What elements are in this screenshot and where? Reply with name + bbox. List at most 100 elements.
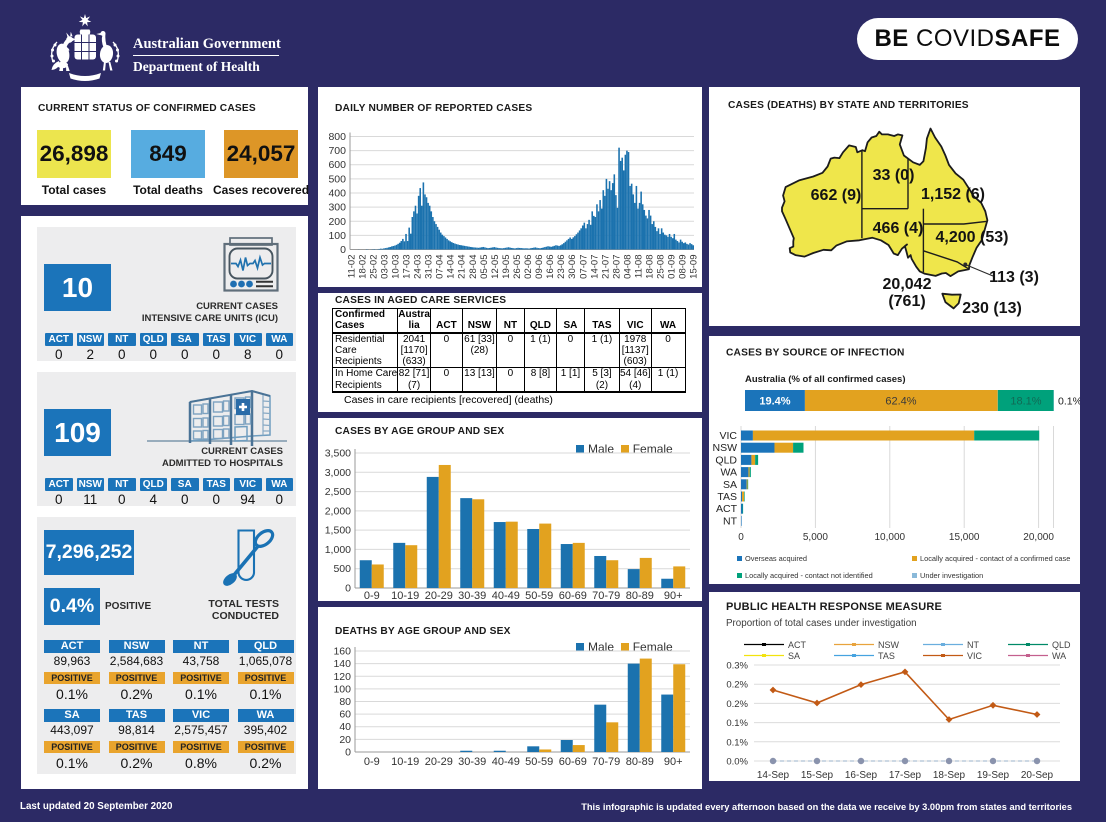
svg-text:WA: WA [720, 467, 737, 479]
svg-text:Locally acquired - contact not: Locally acquired - contact not identifie… [745, 571, 873, 580]
svg-text:100: 100 [333, 683, 351, 695]
svg-text:5,000: 5,000 [803, 532, 828, 543]
svg-text:Australia (% of all confirmed: Australia (% of all confirmed cases) [745, 374, 906, 385]
svg-text:40-49: 40-49 [492, 590, 520, 601]
svg-text:QLD: QLD [1052, 640, 1071, 650]
svg-text:120: 120 [333, 671, 351, 683]
svg-text:19-Sep: 19-Sep [977, 770, 1010, 781]
svg-text:28-04: 28-04 [468, 255, 479, 279]
svg-text:18-Sep: 18-Sep [933, 770, 966, 781]
svg-text:16-06: 16-06 [545, 255, 556, 279]
svg-text:Under investigation: Under investigation [920, 571, 983, 580]
svg-text:03-03: 03-03 [379, 255, 390, 279]
svg-text:62.4%: 62.4% [885, 396, 916, 408]
svg-text:2,500: 2,500 [325, 486, 351, 498]
svg-text:CASES BY SOURCE OF INFECTION: CASES BY SOURCE OF INFECTION [726, 348, 905, 359]
svg-text:15-09: 15-09 [689, 255, 700, 279]
svg-text:31-03: 31-03 [424, 255, 435, 279]
svg-text:SA: SA [788, 651, 800, 661]
svg-text:20-29: 20-29 [425, 756, 453, 768]
svg-text:160: 160 [333, 646, 351, 658]
svg-text:90+: 90+ [664, 756, 683, 768]
svg-text:3,500: 3,500 [325, 448, 351, 460]
svg-text:80-89: 80-89 [626, 756, 654, 768]
svg-text:1,152 (6): 1,152 (6) [921, 186, 985, 203]
svg-text:0.0%: 0.0% [726, 757, 748, 768]
svg-text:ACT: ACT [716, 503, 738, 515]
svg-text:0: 0 [345, 583, 351, 595]
svg-text:19-05: 19-05 [501, 255, 512, 279]
svg-text:07-07: 07-07 [578, 255, 589, 279]
svg-text:40: 40 [339, 721, 351, 733]
svg-text:0-9: 0-9 [364, 756, 380, 768]
svg-text:0.2%: 0.2% [726, 699, 748, 710]
svg-text:08-09: 08-09 [678, 255, 689, 279]
svg-text:NT: NT [967, 640, 979, 650]
svg-text:25-08: 25-08 [656, 255, 667, 279]
svg-text:(761): (761) [888, 293, 925, 310]
svg-text:VIC: VIC [967, 651, 983, 661]
svg-text:113 (3): 113 (3) [989, 269, 1039, 286]
svg-text:10,000: 10,000 [875, 532, 906, 543]
svg-text:0.1%: 0.1% [1058, 396, 1080, 408]
svg-text:21-04: 21-04 [457, 255, 468, 279]
svg-text:23-06: 23-06 [556, 255, 567, 279]
svg-text:14-07: 14-07 [589, 255, 600, 279]
svg-text:20-Sep: 20-Sep [1021, 770, 1054, 781]
svg-text:24-03: 24-03 [413, 255, 424, 279]
svg-text:15,000: 15,000 [949, 532, 980, 543]
svg-text:WA: WA [1052, 651, 1066, 661]
svg-text:0: 0 [345, 747, 351, 759]
svg-text:20,042: 20,042 [883, 276, 932, 293]
svg-text:14-Sep: 14-Sep [757, 770, 790, 781]
svg-text:0: 0 [340, 244, 346, 256]
svg-text:TAS: TAS [878, 651, 895, 661]
svg-text:0.2%: 0.2% [726, 680, 748, 691]
svg-text:0: 0 [738, 532, 744, 543]
svg-text:12-05: 12-05 [490, 255, 501, 279]
svg-text:60: 60 [339, 709, 351, 721]
svg-text:300: 300 [328, 202, 346, 214]
svg-text:Locally acquired - contact of: Locally acquired - contact of a confirme… [920, 554, 1070, 563]
svg-text:50-59: 50-59 [525, 756, 553, 768]
svg-text:15-Sep: 15-Sep [801, 770, 834, 781]
svg-text:Overseas acquired: Overseas acquired [745, 554, 807, 563]
svg-text:TAS: TAS [717, 491, 737, 503]
svg-text:16-Sep: 16-Sep [845, 770, 878, 781]
svg-text:500: 500 [333, 563, 351, 575]
svg-text:30-06: 30-06 [567, 255, 578, 279]
svg-text:04-08: 04-08 [622, 255, 633, 279]
svg-text:700: 700 [328, 145, 346, 157]
svg-text:28-07: 28-07 [611, 255, 622, 279]
svg-text:10-03: 10-03 [391, 255, 402, 279]
svg-text:140: 140 [333, 658, 351, 670]
svg-text:1,000: 1,000 [325, 544, 351, 556]
svg-text:400: 400 [328, 188, 346, 200]
svg-text:QLD: QLD [715, 454, 737, 466]
svg-text:20-29: 20-29 [425, 590, 453, 601]
svg-text:0.1%: 0.1% [726, 737, 748, 748]
svg-text:30-39: 30-39 [458, 756, 486, 768]
svg-text:01-09: 01-09 [667, 255, 678, 279]
svg-text:11-02: 11-02 [346, 255, 357, 279]
svg-text:500: 500 [328, 173, 346, 185]
svg-text:14-04: 14-04 [446, 255, 457, 279]
svg-text:07-04: 07-04 [435, 255, 446, 279]
svg-text:26-05: 26-05 [512, 255, 523, 279]
svg-text:0.3%: 0.3% [726, 661, 748, 672]
svg-text:100: 100 [328, 230, 346, 242]
svg-text:10-19: 10-19 [391, 590, 419, 601]
svg-text:70-79: 70-79 [592, 756, 620, 768]
svg-text:0-9: 0-9 [364, 590, 380, 601]
svg-text:600: 600 [328, 159, 346, 171]
svg-text:18.1%: 18.1% [1010, 396, 1041, 408]
svg-text:230 (13): 230 (13) [962, 300, 1022, 317]
svg-text:80: 80 [339, 696, 351, 708]
svg-text:33 (0): 33 (0) [873, 167, 915, 184]
svg-text:21-07: 21-07 [600, 255, 611, 279]
svg-text:NSW: NSW [713, 442, 738, 454]
svg-text:NT: NT [723, 515, 738, 527]
svg-text:200: 200 [328, 216, 346, 228]
svg-text:25-02: 25-02 [368, 255, 379, 279]
svg-text:60-69: 60-69 [559, 590, 587, 601]
